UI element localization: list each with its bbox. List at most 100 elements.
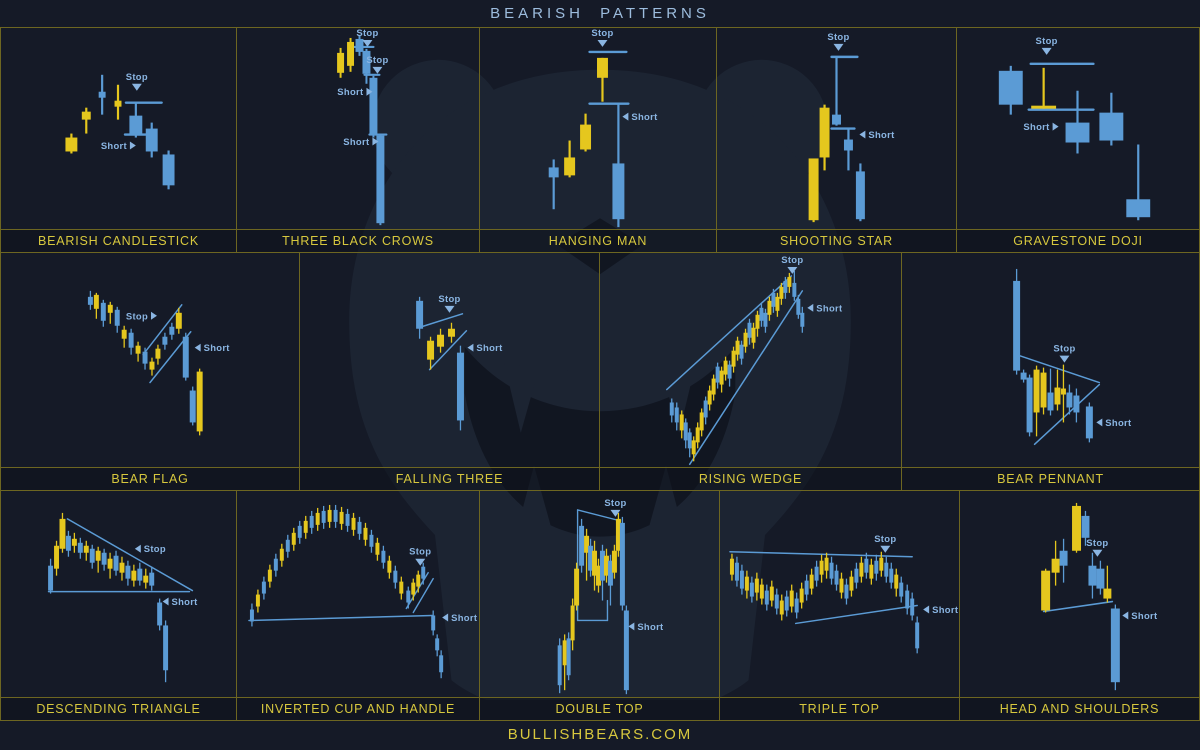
svg-text:Stop: Stop (366, 55, 388, 66)
pattern-grid: Stop Short BEARISH CANDLESTICK Stop Stop Shor… (0, 27, 1200, 722)
left-arrow-icon (1096, 418, 1103, 427)
left-arrow-icon (467, 343, 474, 352)
svg-text:Short: Short (1131, 611, 1158, 622)
short-annotation: Short (923, 605, 959, 616)
pattern-label-three-black-crows: THREE BLACK CROWS (237, 229, 479, 253)
short-annotation: Short (628, 622, 664, 633)
svg-text:Short: Short (451, 613, 478, 624)
pattern-row-1: Stop Short BEARISH CANDLESTICK Stop Stop Shor… (0, 27, 1200, 254)
stop-annotation: Stop (126, 311, 157, 322)
pattern-cell-bearish-candlestick: Stop Short BEARISH CANDLESTICK (0, 27, 237, 254)
svg-text:Short: Short (1105, 418, 1132, 429)
stop-down-triangle-icon (833, 43, 844, 51)
stop-annotation: Stop (1053, 344, 1075, 363)
stop-annotation: Stop (134, 544, 166, 555)
pattern-row-2: Stop Short BEAR FLAG Stop Short FALLING THREE… (0, 252, 1200, 492)
pattern-chart-bear-pennant: Stop Short (1013, 268, 1132, 446)
stop-annotation: Stop (781, 255, 803, 274)
left-arrow-icon (442, 613, 449, 622)
svg-text:Stop: Stop (874, 534, 896, 545)
stop-annotation: Stop (409, 547, 431, 566)
svg-text:Short: Short (816, 303, 843, 314)
pattern-label-bear-flag: BEAR FLAG (1, 467, 299, 491)
svg-text:Short: Short (868, 130, 895, 141)
svg-text:Short: Short (343, 137, 370, 148)
short-annotation: Short (1122, 611, 1158, 622)
pattern-label-double-top: DOUBLE TOP (480, 697, 719, 721)
svg-text:Short: Short (337, 87, 364, 98)
left-arrow-icon (807, 303, 814, 312)
stop-annotation: Stop (438, 294, 460, 313)
stop-annotation: Stop (591, 28, 613, 47)
pattern-chart-double-top: Stop Short (557, 498, 664, 695)
left-arrow-icon (859, 130, 866, 139)
svg-text:Stop: Stop (409, 547, 431, 558)
left-arrow-icon (1122, 611, 1129, 620)
footer-site-label: BULLISHBEARS.COM (507, 725, 693, 743)
stop-down-triangle-icon (372, 66, 383, 74)
pattern-chart-descending-triangle: Stop Short (47, 512, 199, 683)
short-annotation: Short (1096, 418, 1132, 429)
stop-annotation: Stop (126, 72, 148, 91)
pattern-cell-three-black-crows: Stop Stop Short Short THREE BLACK CROWS (237, 27, 480, 254)
stop-annotation: Stop (356, 28, 378, 47)
short-annotation: Short (859, 130, 895, 141)
short-annotation: Short (337, 87, 373, 98)
left-arrow-icon (923, 605, 930, 614)
pattern-chart-hanging-man: Stop Short (548, 28, 658, 228)
svg-text:Stop: Stop (1086, 538, 1108, 549)
pattern-chart-rising-wedge: Stop Short (666, 255, 843, 466)
pattern-chart-head-and-shoulders: Stop Short (1041, 502, 1158, 691)
right-arrow-icon (1052, 122, 1059, 131)
left-arrow-icon (134, 544, 141, 553)
short-annotation: Short (101, 141, 136, 152)
left-arrow-icon (622, 112, 629, 121)
pattern-label-rising-wedge: RISING WEDGE (600, 467, 901, 491)
pattern-label-hanging-man: HANGING MAN (480, 229, 716, 253)
svg-text:Stop: Stop (604, 498, 626, 509)
pattern-cell-falling-three: Stop Short FALLING THREE (300, 252, 600, 492)
short-annotation: Short (467, 343, 503, 354)
stop-down-triangle-icon (444, 305, 455, 313)
svg-text:Short: Short (1023, 122, 1050, 133)
left-arrow-icon (162, 597, 169, 606)
pattern-label-descending-triangle: DESCENDING TRIANGLE (1, 697, 236, 721)
pattern-cell-gravestone-doji: Stop Short GRAVESTONE DOJI (957, 27, 1200, 254)
right-arrow-icon (129, 141, 136, 150)
stop-down-triangle-icon (880, 545, 891, 553)
svg-text:Short: Short (932, 605, 959, 616)
svg-text:Stop: Stop (356, 28, 378, 39)
pattern-cell-rising-wedge: Stop Short RISING WEDGE (600, 252, 902, 492)
stop-annotation: Stop (827, 32, 849, 51)
left-arrow-icon (194, 343, 201, 352)
pattern-chart-triple-top: Stop Short (729, 534, 959, 654)
svg-text:Short: Short (631, 112, 658, 123)
svg-text:Stop: Stop (1053, 344, 1075, 355)
pattern-cell-double-top: Stop Short DOUBLE TOP (480, 490, 720, 722)
pattern-cell-hanging-man: Stop Short HANGING MAN (480, 27, 717, 254)
pattern-label-bear-pennant: BEAR PENNANT (902, 467, 1199, 491)
svg-text:Stop: Stop (126, 311, 148, 322)
pattern-row-3: Stop Short DESCENDING TRIANGLE Stop Short INV… (0, 490, 1200, 722)
pattern-cell-inverted-cup-and-handle: Stop Short INVERTED CUP AND HANDLE (237, 490, 480, 722)
pattern-chart-three-black-crows: Stop Stop Short Short (337, 28, 388, 226)
stop-annotation: Stop (1036, 36, 1058, 55)
svg-text:Stop: Stop (591, 28, 613, 39)
stop-down-triangle-icon (1059, 355, 1070, 363)
pattern-cell-head-and-shoulders: Stop Short HEAD AND SHOULDERS (960, 490, 1200, 722)
left-arrow-icon (628, 622, 635, 631)
svg-text:Short: Short (101, 141, 128, 152)
svg-text:Stop: Stop (1036, 36, 1058, 47)
stop-down-triangle-icon (1092, 549, 1103, 557)
svg-text:Short: Short (172, 597, 199, 608)
short-annotation: Short (162, 597, 199, 608)
page-title: BEARISH PATTERNS (490, 5, 710, 22)
svg-text:Stop: Stop (126, 72, 148, 83)
pattern-chart-bearish-candlestick: Stop Short (65, 72, 175, 190)
svg-text:Stop: Stop (827, 32, 849, 43)
pattern-cell-bear-flag: Stop Short BEAR FLAG (0, 252, 300, 492)
pattern-chart-gravestone-doji: Stop Short (998, 36, 1151, 221)
stop-annotation: Stop (1086, 538, 1108, 557)
pattern-cell-descending-triangle: Stop Short DESCENDING TRIANGLE (0, 490, 237, 722)
